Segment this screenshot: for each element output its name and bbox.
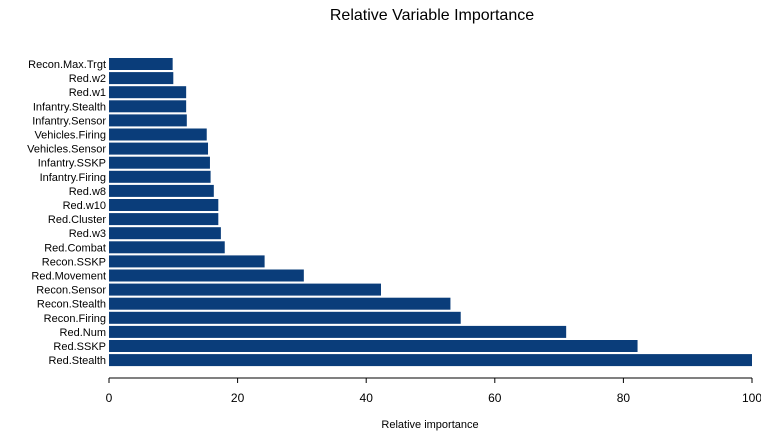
bar-infantry-firing xyxy=(109,170,211,183)
bar-recon-sensor xyxy=(109,283,381,296)
bars-group xyxy=(109,58,752,367)
bar-recon-max-trgt xyxy=(109,58,173,70)
bar-red-sskp xyxy=(109,340,638,352)
x-axis-label: Relative importance xyxy=(381,419,478,431)
bar-recon-sskp xyxy=(109,255,265,268)
bar-infantry-sensor xyxy=(109,114,187,127)
category-label: Red.SSKP xyxy=(53,341,106,353)
bar-infantry-sskp xyxy=(109,156,210,169)
category-label: Red.w10 xyxy=(63,200,106,212)
x-tick-label: 0 xyxy=(106,391,113,405)
category-label: Red.w3 xyxy=(69,228,106,240)
bar-vehicles-sensor xyxy=(109,142,209,155)
category-label: Recon.Max.Trgt xyxy=(28,59,106,71)
category-label: Recon.Firing xyxy=(44,313,106,325)
category-label: Red.w2 xyxy=(69,73,106,85)
category-label: Red.Cluster xyxy=(48,214,106,226)
category-label: Red.Stealth xyxy=(49,355,106,367)
category-label: Red.Combat xyxy=(44,242,106,254)
bar-recon-firing xyxy=(109,311,461,324)
x-axis: 0 20 40 60 80 100 xyxy=(106,377,761,405)
category-label: Red.Num xyxy=(60,327,106,339)
category-label: Red.w1 xyxy=(69,87,106,99)
x-tick-label: 80 xyxy=(617,391,631,405)
bar-red-combat xyxy=(109,241,225,254)
x-tick-label: 100 xyxy=(742,391,761,405)
category-labels-group: Recon.Max.Trgt Red.w2 Red.w1 Infantry.Steal… xyxy=(27,59,106,367)
category-label: Vehicles.Firing xyxy=(34,130,106,142)
bar-vehicles-firing xyxy=(109,128,207,141)
bar-red-w3 xyxy=(109,227,221,240)
bar-red-w8 xyxy=(109,184,214,197)
bar-red-w10 xyxy=(109,199,219,211)
category-label: Recon.Sensor xyxy=(36,285,106,297)
bar-red-num xyxy=(109,325,567,338)
bar-red-w2 xyxy=(109,72,174,85)
bar-red-stealth xyxy=(109,354,752,367)
category-label: Infantry.Stealth xyxy=(33,101,106,113)
bar-red-movement xyxy=(109,269,304,282)
category-label: Infantry.SSKP xyxy=(38,158,106,170)
bar-red-cluster xyxy=(109,213,219,226)
bar-infantry-stealth xyxy=(109,100,187,113)
category-label: Recon.SSKP xyxy=(42,256,106,268)
x-tick-label: 60 xyxy=(488,391,502,405)
chart-title: Relative Variable Importance xyxy=(330,7,534,24)
bar-red-w1 xyxy=(109,86,187,99)
category-label: Red.w8 xyxy=(69,186,106,198)
category-label: Infantry.Firing xyxy=(40,172,106,184)
category-label: Vehicles.Sensor xyxy=(27,144,106,156)
category-label: Recon.Stealth xyxy=(37,299,106,311)
category-label: Infantry.Sensor xyxy=(32,115,106,127)
x-tick-label: 40 xyxy=(360,391,374,405)
bar-recon-stealth xyxy=(109,297,451,310)
x-tick-label: 20 xyxy=(231,391,245,405)
category-label: Red.Movement xyxy=(31,271,106,283)
